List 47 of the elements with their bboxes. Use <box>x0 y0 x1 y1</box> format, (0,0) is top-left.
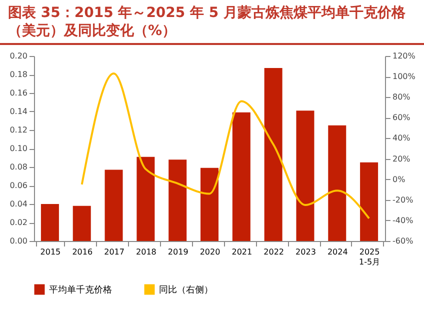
bar <box>40 204 59 241</box>
x-tick-label: 2017 <box>104 248 124 256</box>
bar <box>232 112 250 241</box>
line-series <box>80 72 370 220</box>
bar <box>200 168 218 241</box>
x-tick-label: 2025 1-5月 <box>359 248 380 266</box>
x-tick-label: 2022 <box>264 248 284 256</box>
y-tick-label: 0.16 <box>10 88 28 98</box>
y-tick-label: 0.18 <box>10 70 28 79</box>
legend-label: 平均单千克价格 <box>49 284 112 296</box>
y2-tick-label: -40% <box>392 216 414 225</box>
y-tick-label: 0.00 <box>10 236 28 246</box>
x-tick-label: 2015 <box>40 248 61 256</box>
x-tick-label: 2023 <box>296 248 316 256</box>
y2-tick-label: 20% <box>392 154 411 164</box>
x-tick-label: 2021 <box>232 248 252 256</box>
x-tick-label: 2024 <box>327 248 348 256</box>
y-tick-label: 0.20 <box>10 52 28 60</box>
legend-label: 同比（右侧） <box>159 284 213 296</box>
bar <box>168 160 187 241</box>
bar <box>264 68 282 241</box>
bar <box>296 110 314 241</box>
bar <box>360 162 378 241</box>
y2-tick-label: 80% <box>392 92 411 102</box>
chart-title: 图表 35：2015 年～2025 年 5 月蒙古炼焦煤平均单千克价格（美元）及同比变化（%） <box>0 0 424 45</box>
y-tick-label: 0.14 <box>10 107 28 116</box>
y-tick-label: 0.12 <box>10 126 28 134</box>
x-tick-label: 2020 <box>200 248 220 256</box>
y-tick-label: 0.08 <box>10 162 28 172</box>
y2-tick-label: 60% <box>392 113 411 122</box>
bar <box>72 206 91 241</box>
y2-tick-label: -60% <box>392 236 414 246</box>
bar <box>104 170 123 241</box>
x-tick-label: 2019 <box>168 248 188 256</box>
bar <box>328 125 346 241</box>
y-tick-label: 0.02 <box>10 218 28 227</box>
bar <box>136 156 155 241</box>
x-tick-label: 2018 <box>136 248 156 256</box>
y2-tick-label: 40% <box>392 134 411 143</box>
x-tick-label: 2016 <box>72 248 93 256</box>
y2-tick-label: -20% <box>392 195 414 204</box>
y-tick-label: 0.10 <box>10 144 28 153</box>
y2-tick-label: 120% <box>392 52 416 60</box>
y-tick-label: 0.06 <box>10 181 28 190</box>
y-tick-label: 0.04 <box>10 200 28 208</box>
y2-tick-label: 0% <box>392 174 406 184</box>
y2-tick-label: 100% <box>392 72 416 82</box>
